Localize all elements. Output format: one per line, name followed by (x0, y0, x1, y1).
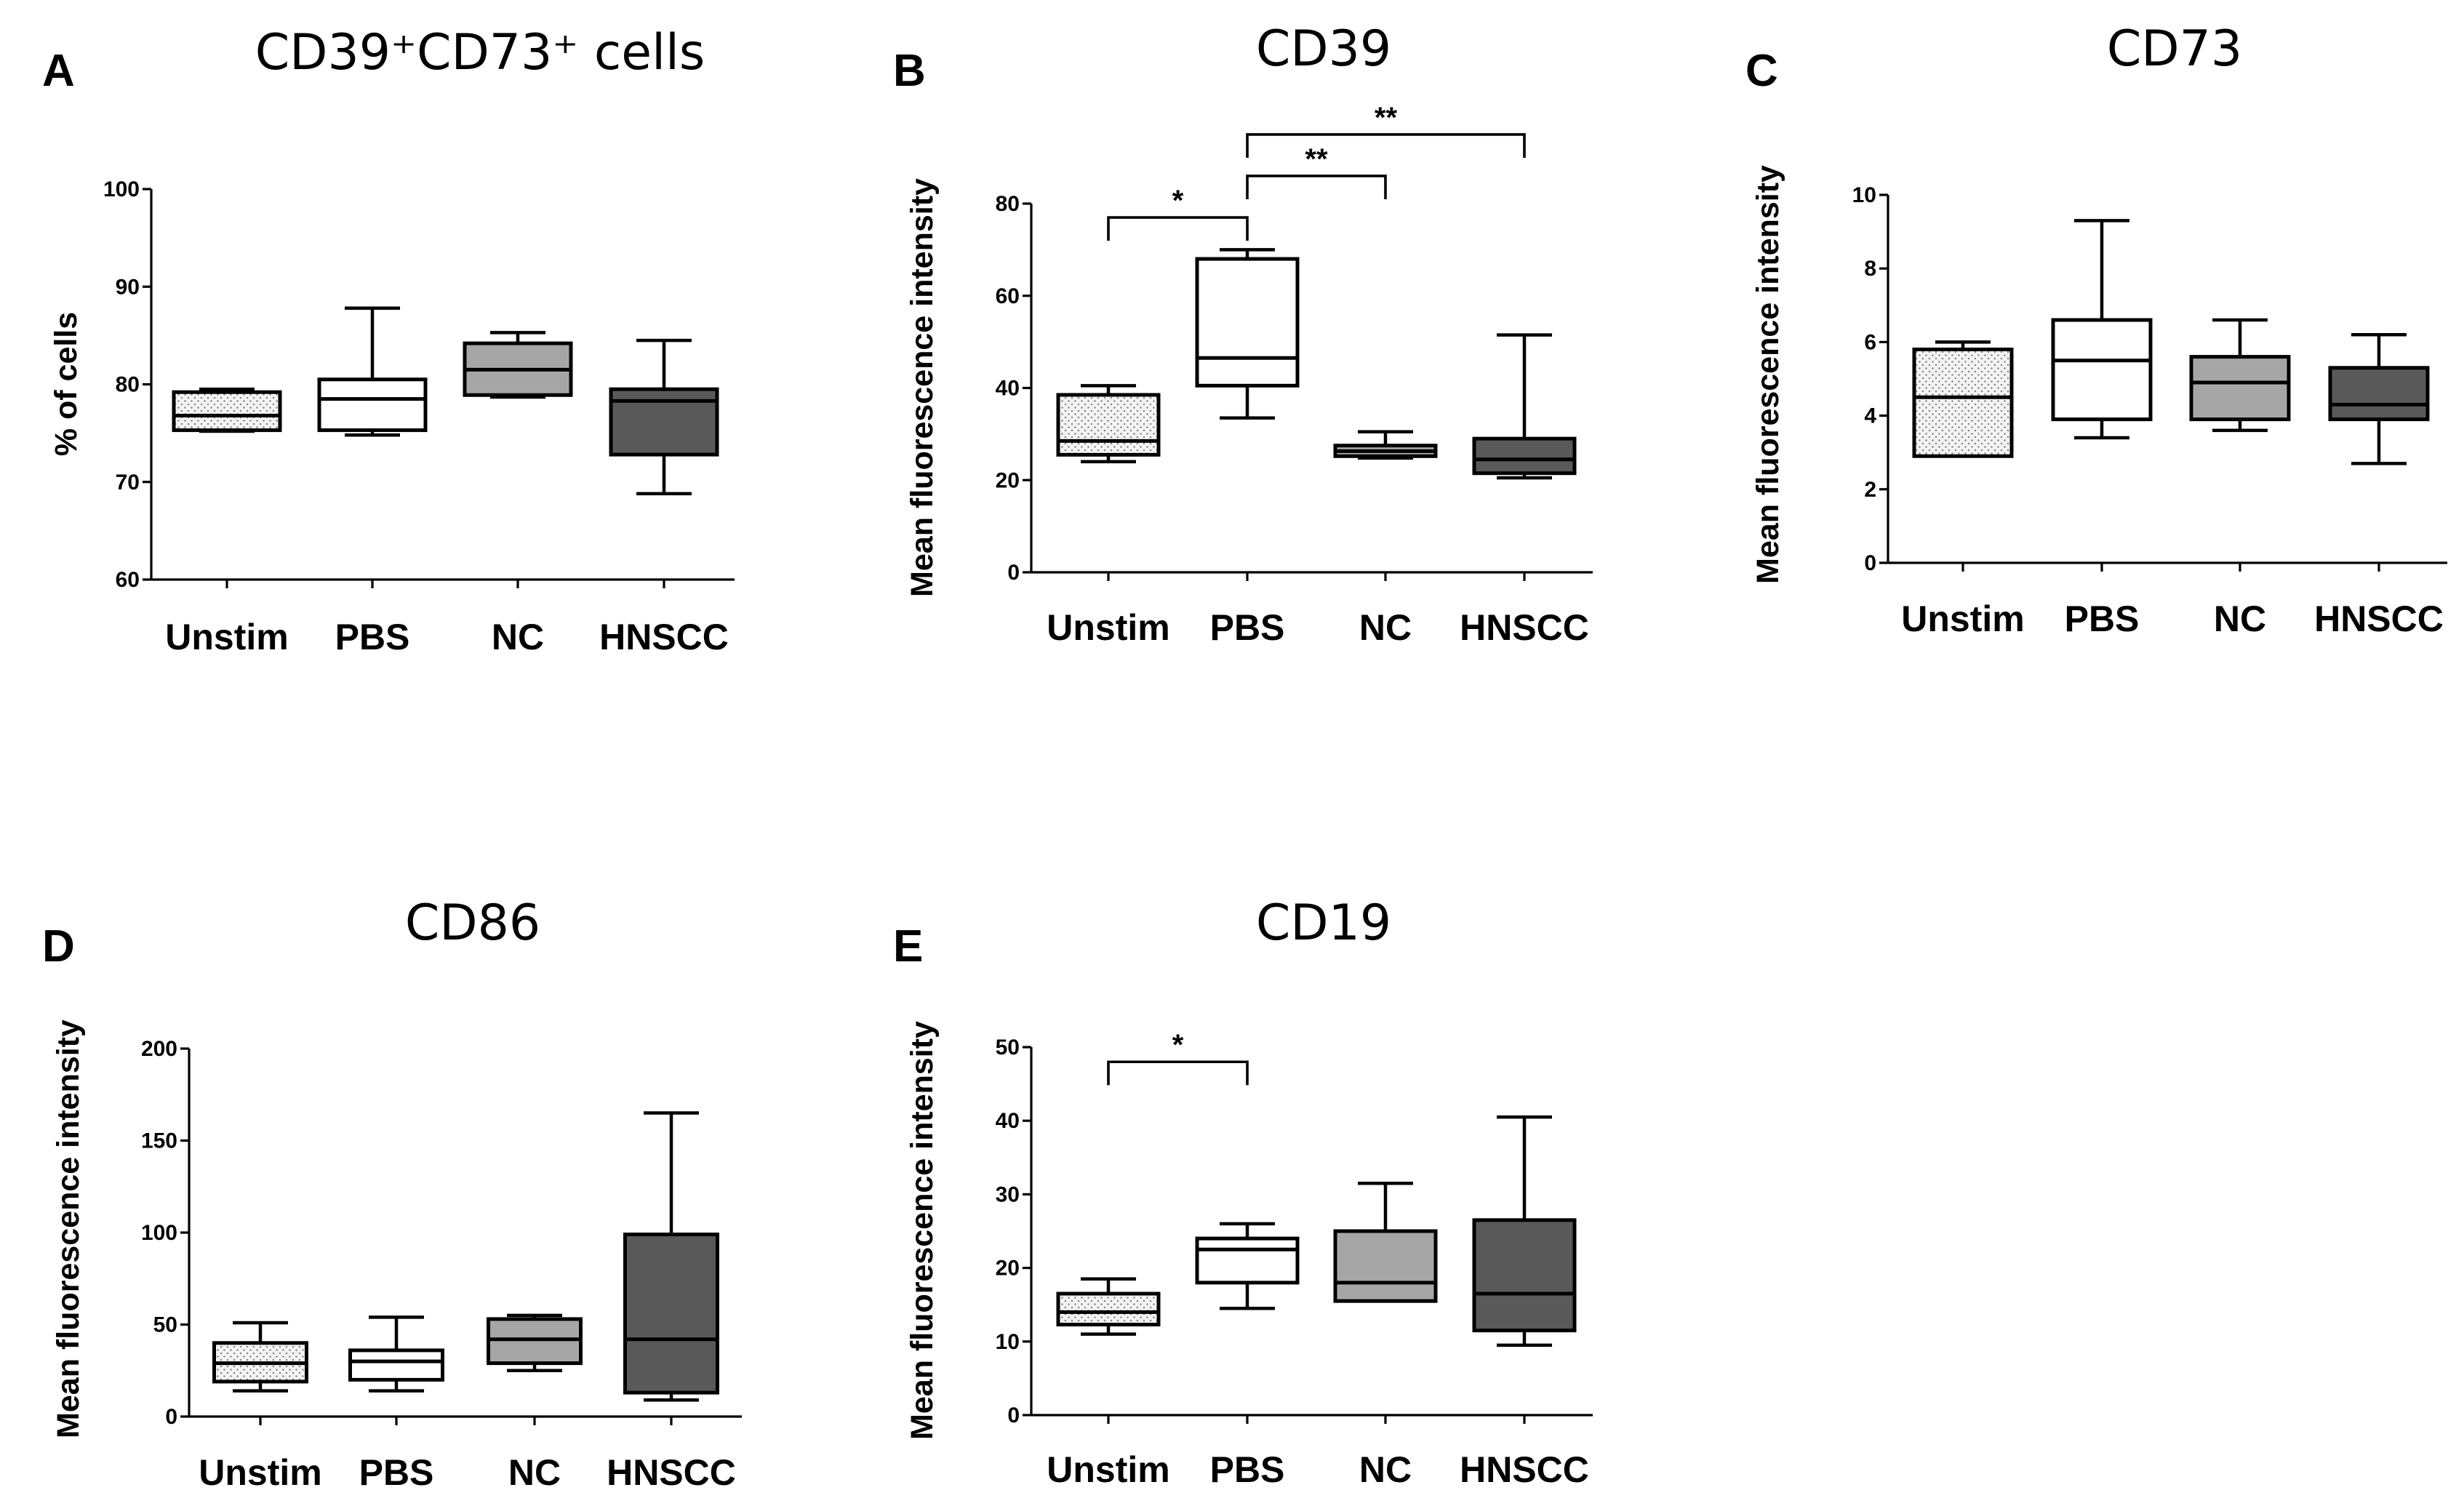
y-tick-label: 100 (141, 1221, 177, 1245)
x-tick-label: NC (1359, 1449, 1412, 1490)
y-tick-label: 20 (996, 1257, 1020, 1281)
y-tick-label: 90 (116, 275, 140, 299)
box-pbs (317, 377, 428, 433)
y-axis-label: Mean fluorescence intensity (905, 178, 940, 597)
y-tick-label: 2 (1864, 478, 1876, 502)
y-tick-label: 8 (1864, 257, 1876, 281)
panel-c: C CD73 Mean fluorescence intensity 0 2 4 6 8 10 U… (1745, 20, 2447, 639)
x-tick-label: PBS (1210, 607, 1285, 648)
box-unstim (172, 390, 282, 433)
y-axis-label: % of cells (49, 312, 84, 456)
x-tick-label: NC (1359, 607, 1412, 648)
panel-title: CD86 (405, 894, 540, 952)
x-tick-label: HNSCC (607, 1452, 736, 1493)
box-nc (1333, 1229, 1438, 1303)
significance-bracket (1107, 216, 1249, 241)
box-hnscc (609, 387, 719, 457)
y-tick-label: 10 (996, 1330, 1020, 1354)
y-tick-label: 70 (116, 470, 140, 494)
x-tick-label: Unstim (1047, 607, 1169, 648)
box-pbs (348, 1348, 444, 1382)
panel-title: CD19 (1256, 894, 1391, 952)
box-unstim (1056, 393, 1161, 457)
significance-bracket (1246, 133, 1526, 158)
y-axis-label: Mean fluorescence intensity (905, 1021, 940, 1440)
x-tick-label: PBS (1210, 1449, 1285, 1490)
y-tick-label: 100 (103, 177, 140, 201)
x-tick-label: Unstim (1047, 1449, 1169, 1490)
x-tick-label: HNSCC (1460, 1449, 1589, 1490)
panel-letter: D (42, 921, 75, 972)
panel-letter: E (893, 921, 923, 972)
x-tick-label: HNSCC (599, 617, 729, 657)
box-unstim (1056, 1291, 1161, 1327)
y-tick-label: 150 (141, 1129, 177, 1153)
y-tick-label: 0 (165, 1405, 177, 1429)
y-tick-label: 50 (996, 1036, 1020, 1060)
box-pbs (1195, 1236, 1300, 1285)
y-axis-label: Mean fluorescence intensity (1751, 165, 1785, 584)
x-tick-label: PBS (359, 1452, 434, 1493)
y-tick-label: 50 (153, 1313, 177, 1337)
x-tick-label: Unstim (199, 1452, 321, 1493)
x-tick-label: HNSCC (2314, 598, 2444, 639)
x-tick-label: NC (2214, 598, 2266, 639)
panel-letter: B (893, 46, 926, 96)
x-tick-label: Unstim (1901, 598, 2024, 639)
panel-title: CD73 (2107, 20, 2242, 78)
x-tick-label: NC (492, 617, 544, 657)
y-tick-label: 80 (116, 373, 140, 397)
panel-e: E CD19 Mean fluorescence intensity 0 10 20 30 4… (893, 894, 1593, 1490)
y-tick-label: 0 (1007, 561, 1020, 585)
box-pbs (1195, 257, 1300, 388)
y-tick-label: 200 (141, 1037, 177, 1061)
y-tick-label: 0 (1007, 1403, 1020, 1427)
significance-bracket (1246, 175, 1387, 199)
panel-a: A CD39⁺CD73⁺ cells % of cells 60 70 80 90 100 Un… (42, 24, 735, 657)
panel-b: B CD39 Mean fluorescence intensity 0 20 40 60 8… (893, 20, 1593, 648)
panel-title: CD39 (1256, 20, 1391, 78)
box-hnscc (1472, 436, 1577, 476)
panel-title: CD39⁺CD73⁺ cells (255, 24, 705, 81)
box-unstim (1912, 348, 2014, 458)
significance-label: ** (1375, 102, 1398, 134)
x-tick-label: PBS (2065, 598, 2140, 639)
box-hnscc (2328, 366, 2430, 422)
y-tick-label: 80 (996, 192, 1020, 216)
panel-d: D CD86 Mean fluorescence intensity 0 50 100 15… (42, 894, 742, 1493)
y-tick-label: 30 (996, 1182, 1020, 1206)
y-tick-label: 6 (1864, 330, 1876, 354)
x-tick-label: PBS (335, 617, 410, 657)
y-tick-label: 0 (1864, 551, 1876, 575)
y-tick-label: 60 (116, 568, 140, 592)
y-tick-label: 40 (996, 377, 1020, 401)
significance-label: * (1172, 185, 1184, 217)
y-tick-label: 60 (996, 284, 1020, 308)
significance-label: ** (1305, 143, 1328, 175)
x-tick-label: HNSCC (1460, 607, 1589, 648)
box-hnscc (623, 1233, 719, 1395)
significance-label: * (1172, 1029, 1184, 1061)
panel-letter: A (42, 46, 75, 96)
x-tick-label: NC (508, 1452, 561, 1493)
y-tick-label: 40 (996, 1109, 1020, 1133)
y-tick-label: 20 (996, 468, 1020, 492)
panel-letter: C (1745, 46, 1778, 96)
y-axis-label: Mean fluorescence intensity (51, 1020, 86, 1438)
box-hnscc (1472, 1218, 1577, 1333)
significance-bracket (1107, 1060, 1249, 1086)
box-nc (2189, 355, 2291, 422)
box-pbs (2051, 318, 2153, 422)
box-nc (487, 1317, 583, 1366)
x-tick-label: Unstim (165, 617, 288, 657)
y-tick-label: 10 (1852, 183, 1876, 207)
y-tick-label: 4 (1864, 404, 1876, 428)
